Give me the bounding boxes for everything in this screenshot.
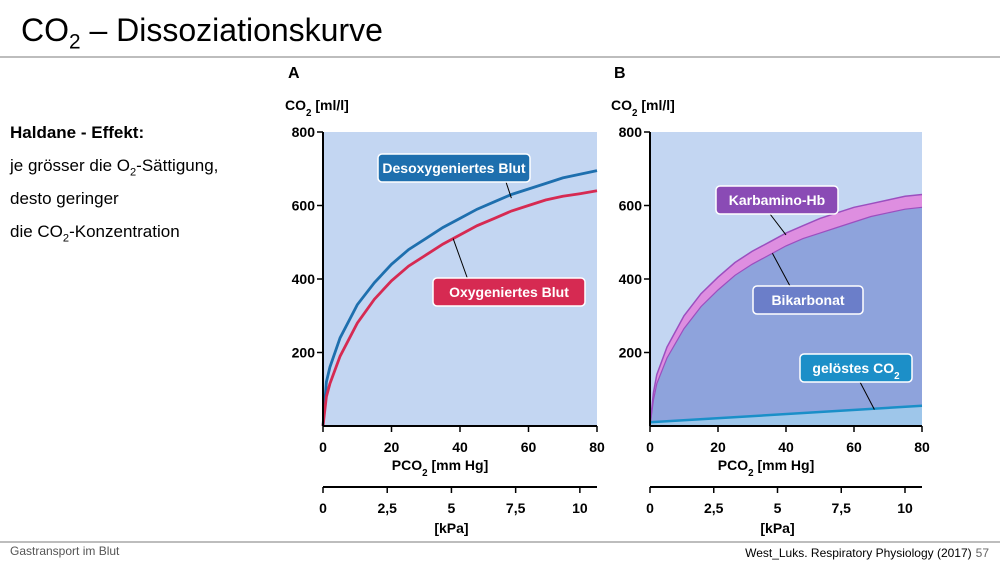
label-bikarbonat-box	[752, 285, 864, 315]
line1-b: -Sättigung,	[136, 156, 219, 175]
x-tick-label: 20	[384, 439, 400, 455]
line1-sub: 2	[130, 166, 137, 179]
title-subscript: 2	[69, 30, 81, 54]
y-tick-label: 800	[619, 124, 643, 140]
slide-title: CO2 – Dissoziationskurve	[21, 10, 383, 54]
label-oxygeniertes-blut: Oxygeniertes Blut	[449, 284, 569, 300]
panel-b-kpa-label: [kPa]	[760, 520, 794, 536]
y-tick-label: 800	[292, 124, 316, 140]
x-tick-label: 0	[646, 439, 654, 455]
haldane-line-2: desto geringer	[10, 189, 119, 208]
y-tick-label: 200	[292, 345, 316, 361]
x-tick-label: 0	[319, 439, 327, 455]
haldane-text: Haldane - Effekt: je grösser die O2-Sätt…	[10, 116, 218, 248]
label-desoxygeniertes-blut: Desoxygeniertes Blut	[382, 160, 525, 176]
line3-b: -Konzentration	[69, 222, 180, 241]
line3-sub: 2	[62, 232, 70, 245]
label-bikarbonat-pointer	[771, 253, 791, 287]
title-rest: – Dissoziationskurve	[80, 12, 383, 48]
kpa-tick-label: 5	[774, 500, 782, 516]
label-geloestes-co2-pointer	[859, 381, 875, 410]
x-tick-label: 80	[589, 439, 605, 455]
line1-a: je grösser die O	[10, 156, 130, 175]
panel-b-label: B	[614, 65, 626, 82]
label-oxygeniertes-blut-pointer	[452, 238, 469, 281]
series-line-geloestes-co2	[649, 404, 923, 424]
label-oxygeniertes-blut-box	[432, 277, 586, 307]
panel-a-label: A	[288, 65, 300, 82]
y-tick-label: 200	[619, 345, 643, 361]
label-karbamino-hb-box	[715, 185, 839, 215]
x-tick-label: 40	[778, 439, 794, 455]
y-tick-label: 400	[619, 271, 643, 287]
label-geloestes-co2-box	[799, 353, 913, 383]
series-line-oxygeniertes	[321, 189, 598, 427]
haldane-heading: Haldane - Effekt:	[10, 123, 145, 142]
label-karbamino-hb-pointer	[769, 213, 787, 236]
panel-b-xlabel: PCO2 [mm Hg]	[718, 457, 814, 479]
title-co: CO	[21, 12, 69, 48]
kpa-tick-label: 2,5	[377, 500, 397, 516]
panel-a-xlabel: PCO2 [mm Hg]	[392, 457, 488, 479]
label-bikarbonat: Bikarbonat	[771, 292, 844, 308]
label-desoxygeniertes-blut-box	[377, 153, 531, 183]
label-karbamino-hb: Karbamino-Hb	[729, 192, 825, 208]
x-tick-label: 40	[452, 439, 468, 455]
kpa-tick-label: 7,5	[506, 500, 526, 516]
kpa-tick-label: 0	[319, 500, 327, 516]
title-divider	[0, 56, 1000, 58]
y-tick-label: 400	[292, 271, 316, 287]
x-tick-label: 80	[914, 439, 930, 455]
series-line-karbamino-hb	[649, 193, 923, 427]
x-tick-label: 60	[521, 439, 537, 455]
y-tick-label: 600	[292, 198, 316, 214]
footer-divider	[0, 541, 1000, 543]
kpa-tick-label: 5	[448, 500, 456, 516]
series-line-bikarbonat	[649, 206, 923, 427]
label-geloestes-co2: gelöstes CO2	[812, 360, 900, 382]
haldane-line-1: je grösser die O2-Sättigung,	[10, 149, 218, 182]
line3-a: die CO	[10, 222, 63, 241]
page-number: 57	[975, 546, 989, 560]
kpa-tick-label: 2,5	[704, 500, 724, 516]
kpa-tick-label: 10	[897, 500, 913, 516]
panel-a-kpa-label: [kPa]	[434, 520, 468, 536]
kpa-tick-label: 7,5	[832, 500, 852, 516]
haldane-line-3: die CO2-Konzentration	[10, 215, 218, 248]
x-tick-label: 20	[710, 439, 726, 455]
citation: West_Luks. Respiratory Physiology (2017)	[745, 546, 972, 560]
x-tick-label: 60	[846, 439, 862, 455]
series-line-desoxygeniertes	[321, 169, 598, 427]
y-tick-label: 600	[619, 198, 643, 214]
kpa-tick-label: 0	[646, 500, 654, 516]
panel-b-ylabel: CO2 [ml/l]	[611, 97, 675, 119]
footer-left-text: Gastransport im Blut	[10, 544, 120, 558]
footer-right: West_Luks. Respiratory Physiology (2017)…	[745, 546, 989, 560]
kpa-tick-label: 10	[572, 500, 588, 516]
panel-a-ylabel: CO2 [ml/l]	[285, 97, 349, 119]
label-desoxygeniertes-blut-pointer	[505, 181, 512, 199]
